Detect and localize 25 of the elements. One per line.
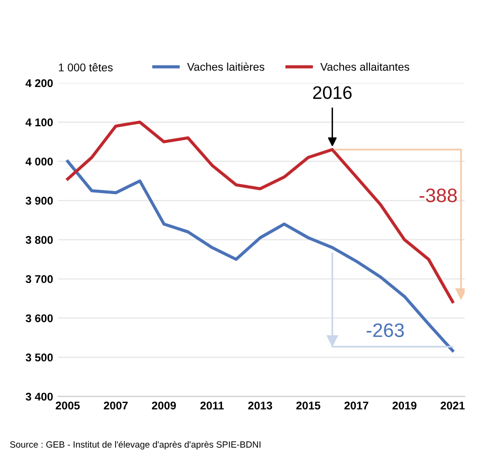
annotation: -388 [420,188,457,202]
x-tick-label: 2015 [296,402,320,410]
legend-label: Vaches allaitantes [320,62,410,71]
y-tick-label: 3 900 [26,196,53,205]
x-tick-label: 2005 [56,402,80,410]
y-tick-label: 4 200 [26,79,53,88]
y-axis-title: 1 000 têtes [58,63,113,72]
y-tick-label: 4 100 [26,118,53,126]
y-tick-label: 3 600 [26,314,53,322]
x-tick-label: 2011 [200,402,224,410]
x-tick-label: 2019 [392,402,416,410]
annotation: -263 [366,323,404,338]
annotation: 2016 [313,86,352,100]
x-tick-label: 2007 [104,402,128,410]
x-tick-label: 2021 [440,402,465,410]
x-tick-label: 2017 [344,402,368,410]
x-tick-label: 2013 [248,402,272,410]
y-tick-label: 3 800 [26,236,53,244]
y-tick-label: 3 700 [26,275,53,284]
source-note: Source : GEB - Institut de l'élevage d'après d'après SPIE-BDNI [10,440,260,450]
y-tick-label: 3 400 [26,392,53,401]
y-tick-label: 4 000 [26,158,53,166]
y-tick-label: 3 500 [26,354,53,362]
x-tick-label: 2009 [152,402,176,410]
legend-label: Vaches laitières [187,62,264,71]
